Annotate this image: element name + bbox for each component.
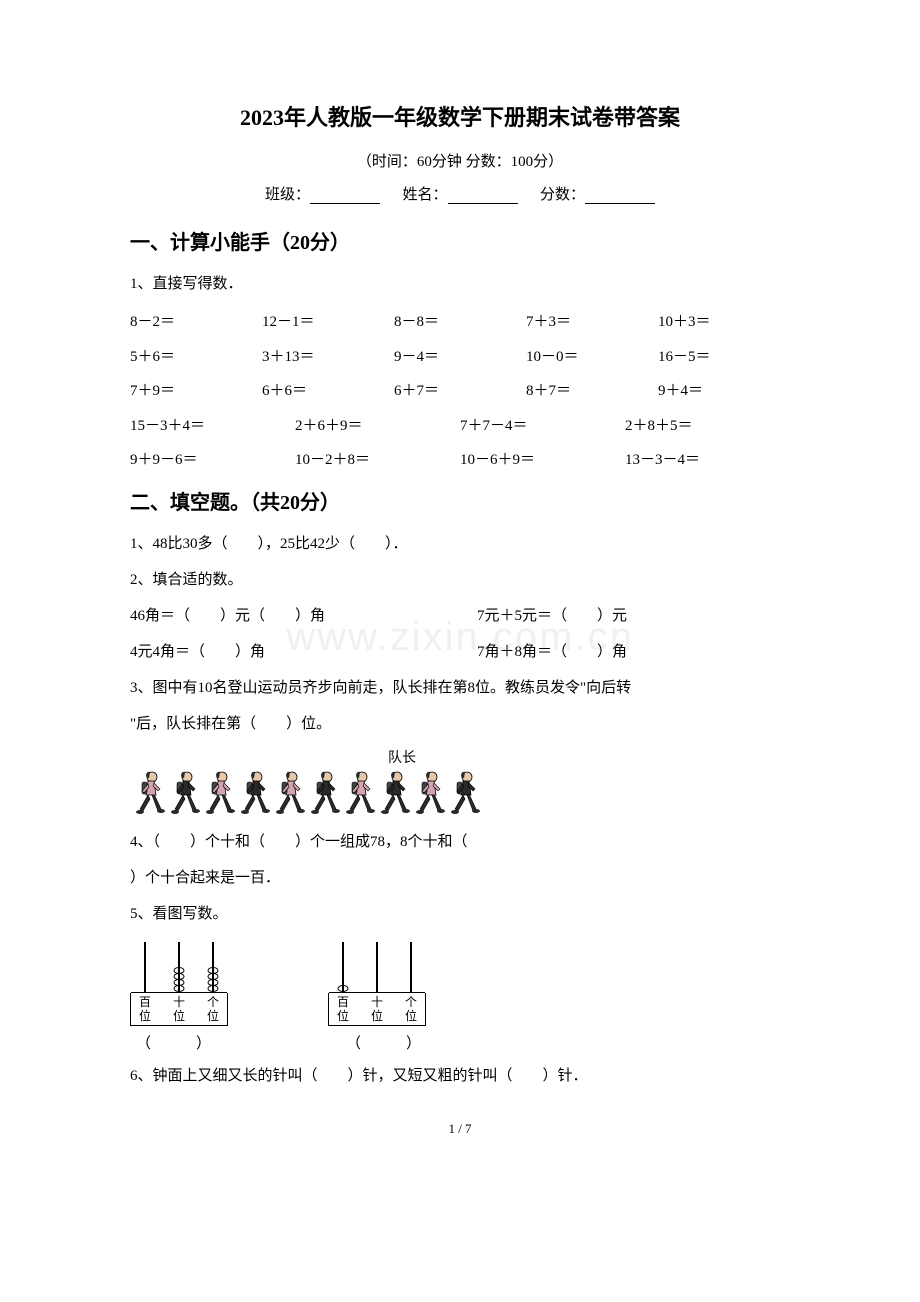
hiker-icon [445,769,480,817]
calc-cell: 6＋7＝ [394,374,526,409]
q2-line1b: 7元＋5元＝（ ）元 [477,608,627,624]
calc-cell: 10－0＝ [526,340,658,375]
hiker-icon [270,769,305,817]
abacus-answer-row: （ ） （ ） [130,1032,790,1053]
score-label: 分数： [540,187,585,203]
calc-cell: 5＋6＝ [130,340,262,375]
calc-cell: 7＋9＝ [130,374,262,409]
calc-cell: 13－3－4＝ [625,443,790,478]
calc-cell: 2＋6＋9＝ [295,409,460,444]
class-label: 班级： [265,187,310,203]
calc-cell: 15－3＋4＝ [130,409,295,444]
class-blank [310,190,380,204]
s2-q2-line1: 46角＝（ ）元（ ）角 7元＋5元＝（ ）元 [130,601,790,631]
abacus-2: 百位十位个位 [328,935,426,1027]
s2-q1: 1、48比30多（ ），25比42少（ ）． [130,529,790,559]
s2-q3-line1: 3、图中有10名登山运动员齐步向前走，队长排在第8位。教练员发令"向后转 [130,673,790,703]
hiker-icon [305,769,340,817]
hiker-leader-label: 队长 [388,747,790,767]
calc-cell: 10＋3＝ [658,305,790,340]
calc-cell: 7＋3＝ [526,305,658,340]
s2-q2-line2: 4元4角＝（ ）角 7角＋8角＝（ ）角 [130,637,790,667]
calc-cell: 3＋13＝ [262,340,394,375]
calc-row: 8－2＝ 12－1＝ 8－8＝ 7＋3＝ 10＋3＝ [130,305,790,340]
q1-label: 1、直接写得数． [130,269,790,299]
hiker-row [130,769,790,817]
name-label: 姓名： [402,187,447,203]
calc-cell: 9＋9－6＝ [130,443,295,478]
hiker-icon [130,769,165,817]
calc-cell: 8＋7＝ [526,374,658,409]
page-footer: 1 / 7 [130,1121,790,1137]
q2-line1a: 46角＝（ ）元（ ）角 [130,601,473,631]
page-title: 2023年人教版一年级数学下册期末试卷带答案 [130,100,790,132]
calc-cell: 9＋4＝ [658,374,790,409]
calc-row: 9＋9－6＝ 10－2＋8＝ 10－6＋9＝ 13－3－4＝ [130,443,790,478]
calc-cell: 7＋7－4＝ [460,409,625,444]
s2-q5: 5、看图写数。 [130,899,790,929]
calc-cell: 8－8＝ [394,305,526,340]
abacus-row: 百位十位个位 百位十位个位 [130,935,790,1027]
calc-cell: 2＋8＋5＝ [625,409,790,444]
hiker-icon [200,769,235,817]
score-blank [585,190,655,204]
calc-cell: 12－1＝ [262,305,394,340]
calc-cell: 16－5＝ [658,340,790,375]
time-score-info: （时间：60分钟 分数：100分） [130,150,790,171]
section2-header: 二、填空题。（共20分） [130,486,790,515]
s2-q4-line2: ）个十合起来是一百． [130,863,790,893]
calc-cell: 6＋6＝ [262,374,394,409]
calc-cell: 8－2＝ [130,305,262,340]
s2-q6: 6、钟面上又细又长的针叫（ ）针，又短又粗的针叫（ ）针． [130,1061,790,1091]
s2-q3-line2: "后，队长排在第（ ）位。 [130,709,790,739]
calc-row: 15－3＋4＝ 2＋6＋9＝ 7＋7－4＝ 2＋8＋5＝ [130,409,790,444]
q2-line2a: 4元4角＝（ ）角 [130,637,473,667]
s2-q4-line1: 4、（ ）个十和（ ）个一组成78，8个十和（ [130,827,790,857]
abacus-answer-1: （ ） [130,1032,240,1053]
student-info-row: 班级： 姓名： 分数： [130,183,790,204]
calc-row: 5＋6＝ 3＋13＝ 9－4＝ 10－0＝ 16－5＝ [130,340,790,375]
hiker-icon [340,769,375,817]
hiker-icon [375,769,410,817]
hikers-figure: 队长 [130,747,790,817]
calc-cell: 9－4＝ [394,340,526,375]
calc-cell: 10－6＋9＝ [460,443,625,478]
name-blank [448,190,518,204]
calc-cell: 10－2＋8＝ [295,443,460,478]
s2-q2: 2、填合适的数。 [130,565,790,595]
q2-line2b: 7角＋8角＝（ ）角 [477,644,627,660]
hiker-icon [165,769,200,817]
section1-header: 一、计算小能手（20分） [130,226,790,255]
abacus-1: 百位十位个位 [130,935,228,1027]
hiker-icon [235,769,270,817]
hiker-icon [410,769,445,817]
calc-row: 7＋9＝ 6＋6＝ 6＋7＝ 8＋7＝ 9＋4＝ [130,374,790,409]
abacus-answer-2: （ ） [340,1032,450,1053]
